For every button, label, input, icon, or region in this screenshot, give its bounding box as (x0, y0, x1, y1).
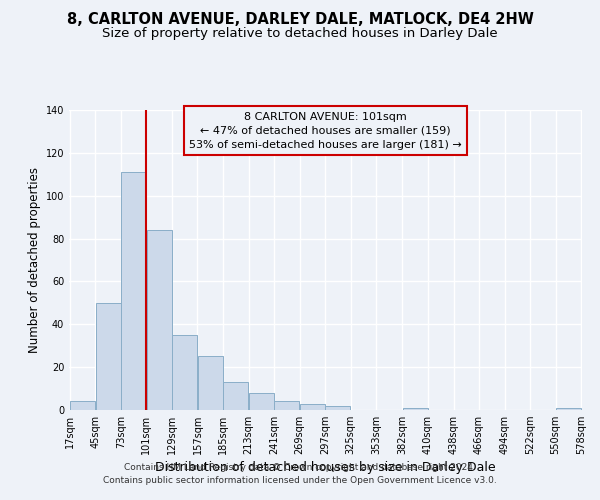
Bar (403, 408, 428, 410)
Bar (300, 404, 325, 410)
Text: 8, CARLTON AVENUE, DARLEY DALE, MATLOCK, DE4 2HW: 8, CARLTON AVENUE, DARLEY DALE, MATLOCK,… (67, 12, 533, 28)
Bar (198, 356, 223, 410)
Text: Contains HM Land Registry data © Crown copyright and database right 2024.
Contai: Contains HM Land Registry data © Crown c… (103, 464, 497, 485)
Bar (96, 303, 121, 410)
Text: Size of property relative to detached houses in Darley Dale: Size of property relative to detached ho… (102, 28, 498, 40)
Bar (70, 402, 95, 410)
Bar (223, 382, 248, 410)
Bar (172, 335, 197, 410)
Bar (556, 408, 581, 410)
Text: 8 CARLTON AVENUE: 101sqm
← 47% of detached houses are smaller (159)
53% of semi-: 8 CARLTON AVENUE: 101sqm ← 47% of detach… (189, 112, 462, 150)
Bar (249, 393, 274, 410)
Bar (325, 406, 350, 410)
X-axis label: Distribution of detached houses by size in Darley Dale: Distribution of detached houses by size … (155, 462, 496, 474)
Bar (121, 172, 146, 410)
Bar (274, 402, 299, 410)
Y-axis label: Number of detached properties: Number of detached properties (28, 167, 41, 353)
Bar (147, 230, 172, 410)
